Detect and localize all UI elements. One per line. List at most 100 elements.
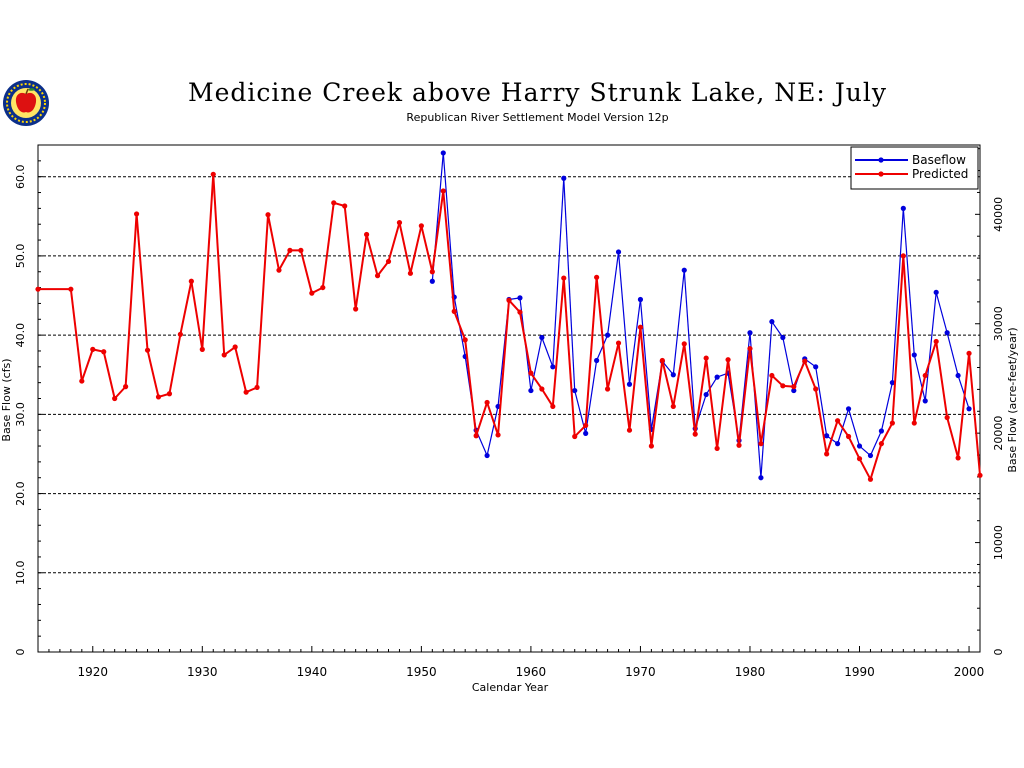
data-point <box>112 395 118 402</box>
series-line-segment <box>968 353 981 476</box>
data-point <box>418 223 424 229</box>
data-point <box>287 247 293 253</box>
y-tick-label: 0 <box>14 649 27 656</box>
series-line-segment <box>168 334 182 394</box>
data-point <box>867 452 874 459</box>
series-line-segment <box>880 382 893 432</box>
data-point <box>594 274 600 280</box>
data-point <box>495 432 501 438</box>
data-point <box>747 330 753 336</box>
legend-swatch-marker <box>878 171 884 177</box>
x-tick-label: 2000 <box>954 665 985 679</box>
series-line-segment <box>748 348 762 444</box>
data-point <box>440 150 446 156</box>
series-line-segment <box>518 311 532 374</box>
series-line-segment <box>256 214 270 388</box>
series-line-segment <box>617 251 631 385</box>
data-point <box>648 443 654 449</box>
y2-tick-label: 10000 <box>992 525 1005 560</box>
series-line-segment <box>935 292 948 333</box>
data-point <box>550 364 556 370</box>
data-point <box>199 346 205 352</box>
series-line-segment <box>606 251 620 336</box>
series-line-segment <box>442 152 455 298</box>
series-line-segment <box>486 402 499 436</box>
series-line-segment <box>858 458 872 480</box>
data-point <box>791 387 797 394</box>
data-point <box>769 319 775 325</box>
data-point <box>320 284 326 291</box>
series-line-segment <box>935 341 949 418</box>
series-line-segment <box>683 270 696 429</box>
series-line-segment <box>913 354 926 402</box>
data-point <box>177 331 183 337</box>
data-point <box>506 297 512 303</box>
data-point <box>824 451 830 457</box>
data-point <box>659 357 665 364</box>
series-line-segment <box>628 327 642 431</box>
data-point <box>670 403 676 410</box>
series-line-segment <box>957 375 970 409</box>
data-point <box>561 275 567 281</box>
data-point <box>747 345 753 352</box>
data-point <box>637 324 644 330</box>
series-line-segment <box>146 349 160 398</box>
series-line-segment <box>891 255 905 424</box>
series-line-segment <box>946 332 959 376</box>
series-line-segment <box>354 234 368 310</box>
data-point <box>604 332 611 338</box>
data-point <box>561 175 567 181</box>
data-point <box>517 309 523 315</box>
series-line-segment <box>464 339 478 436</box>
series-line-segment <box>409 225 423 274</box>
data-point <box>517 295 523 301</box>
data-point <box>133 211 140 217</box>
data-point <box>966 406 972 412</box>
data-point <box>440 188 446 194</box>
data-point <box>462 337 468 343</box>
data-point <box>385 258 392 265</box>
data-point <box>572 433 578 440</box>
series-line-segment <box>530 337 543 391</box>
series-line-segment <box>486 406 499 456</box>
data-point <box>353 306 359 312</box>
data-point <box>692 431 698 437</box>
series-line-segment <box>924 292 937 401</box>
data-point <box>933 289 939 295</box>
series-line-segment <box>847 436 861 460</box>
legend-swatch-marker <box>878 157 884 163</box>
series-line-segment <box>913 375 927 424</box>
data-point <box>396 220 403 226</box>
series-line-segment <box>759 375 773 444</box>
series-line-segment <box>738 348 751 446</box>
x-axis-ticks: 1920 1930 1940 1950 1960 1970 1980 1990 2000 <box>37 646 985 679</box>
y2-tick-label: 40000 <box>992 197 1005 232</box>
series-line-segment <box>267 214 280 271</box>
series-line-segment <box>475 402 489 437</box>
data-point <box>856 443 863 449</box>
data-point <box>922 372 928 379</box>
series-line-segment <box>584 277 598 426</box>
data-point <box>254 384 260 391</box>
data-point <box>780 334 786 341</box>
data-point <box>144 347 151 353</box>
x-axis-label: Calendar Year <box>472 681 549 694</box>
data-point <box>221 352 227 358</box>
data-point <box>265 212 271 218</box>
gridlines <box>38 176 980 574</box>
series-line-segment <box>80 349 94 382</box>
series-line-segment <box>869 443 883 480</box>
series-line-segment <box>365 234 379 276</box>
series-line-segment <box>902 255 916 424</box>
data-point <box>813 386 819 392</box>
data-point <box>309 290 315 296</box>
series-line-segment <box>299 250 313 294</box>
data-point <box>364 231 370 238</box>
data-point <box>922 398 928 404</box>
data-point <box>484 452 490 459</box>
legend-label: Predicted <box>912 167 968 181</box>
data-point <box>528 387 534 394</box>
x-tick-label: 1940 <box>297 665 328 679</box>
